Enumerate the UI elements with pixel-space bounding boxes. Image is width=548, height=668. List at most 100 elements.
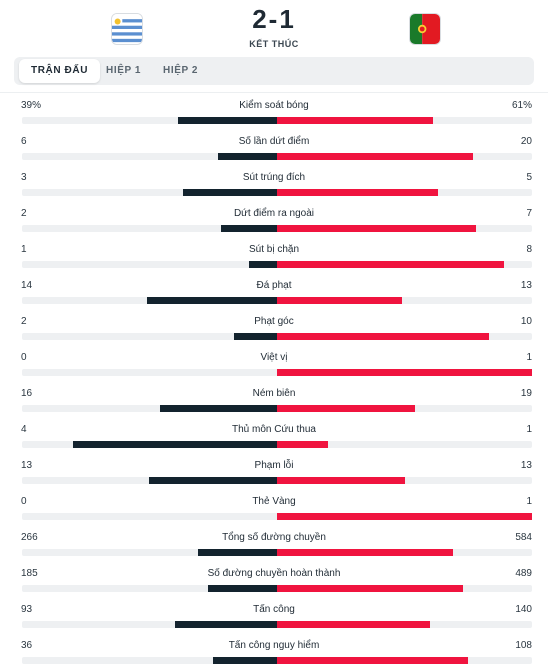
stat-label: Dứt điểm ra ngoài	[233, 208, 315, 219]
stat-away-value: 19	[520, 388, 532, 399]
stat-bar-away	[277, 225, 476, 232]
stat-row: 0 Thẻ Vàng 1	[0, 490, 548, 526]
match-score: 2-1	[252, 4, 296, 34]
stat-bar-track	[22, 657, 532, 664]
stat-home-value: 39%	[21, 100, 42, 111]
stat-bar-home	[149, 477, 277, 484]
stat-bar-away	[277, 369, 532, 376]
stat-away-value: 7	[526, 208, 532, 219]
stat-bar-home	[213, 657, 277, 664]
stat-bar-away	[277, 261, 504, 268]
stat-bar-track	[22, 585, 532, 592]
stat-bar-home	[160, 405, 277, 412]
stat-away-value: 489	[515, 568, 532, 579]
stat-row: 266 Tổng số đường chuyền 584	[0, 526, 548, 562]
stat-home-value: 3	[21, 172, 27, 183]
stat-label: Ném biên	[252, 388, 296, 399]
stat-bar-away	[277, 405, 415, 412]
stat-row: 6 Số lần dứt điểm 20	[0, 130, 548, 166]
stat-label: Phạm lỗi	[254, 460, 294, 471]
stat-row: 93 Tấn công 140	[0, 598, 548, 634]
stat-bar-away	[277, 441, 328, 448]
stat-row: 185 Số đường chuyền hoàn thành 489	[0, 562, 548, 598]
tab-second-half[interactable]: HIỆP 2	[163, 65, 199, 76]
stat-bar-track	[22, 477, 532, 484]
stat-bar-home	[178, 117, 277, 124]
stat-bar-home	[175, 621, 277, 628]
stat-row: 13 Phạm lỗi 13	[0, 454, 548, 490]
stat-bar-away	[277, 153, 473, 160]
stat-home-value: 36	[21, 640, 33, 651]
stat-away-value: 5	[526, 172, 532, 183]
stat-label: Thẻ Vàng	[252, 496, 296, 507]
stat-home-value: 13	[21, 460, 33, 471]
stat-bar-away	[277, 585, 463, 592]
stat-bar-track	[22, 189, 532, 196]
stat-bar-away	[277, 657, 468, 664]
stat-away-value: 108	[515, 640, 532, 651]
stat-row: 36 Tấn công nguy hiểm 108	[0, 634, 548, 668]
stat-bar-away	[277, 333, 489, 340]
stat-bar-away	[277, 513, 532, 520]
stat-away-value: 1	[526, 496, 532, 507]
stat-bar-track	[22, 441, 532, 448]
stat-bar-home	[208, 585, 277, 592]
stat-row: 2 Phạt góc 10	[0, 310, 548, 346]
stat-bar-away	[277, 477, 405, 484]
stat-bar-track	[22, 117, 532, 124]
stat-away-value: 13	[520, 460, 532, 471]
stat-label: Thủ môn Cứu thua	[232, 424, 316, 435]
stat-bar-track	[22, 333, 532, 340]
stat-away-value: 13	[520, 280, 532, 291]
tab-first-half[interactable]: HIỆP 1	[106, 65, 142, 76]
stat-away-value: 584	[515, 532, 532, 543]
stat-bar-track	[22, 297, 532, 304]
stat-label: Đá phạt	[256, 280, 292, 291]
stat-bar-track	[22, 621, 532, 628]
stats-list: 39% Kiểm soát bóng 61% 6 Số lần dứt điểm 20 3 S…	[0, 94, 548, 668]
stat-bar-away	[277, 117, 433, 124]
period-tabs: TRẬN ĐẤU HIỆP 1 HIỆP 2	[14, 57, 534, 85]
stat-bar-track	[22, 513, 532, 520]
stat-away-value: 61%	[511, 100, 532, 111]
stat-label: Kiểm soát bóng	[239, 100, 309, 111]
stat-row: 16 Ném biên 19	[0, 382, 548, 418]
stat-bar-home	[221, 225, 277, 232]
stat-label: Việt vị	[260, 352, 288, 363]
uruguay-flag-icon[interactable]	[111, 13, 143, 45]
stat-label: Sút trúng đích	[242, 172, 306, 183]
stat-bar-home	[198, 549, 277, 556]
portugal-flag-icon[interactable]	[409, 13, 441, 45]
stat-away-value: 20	[520, 136, 532, 147]
stat-row: 4 Thủ môn Cứu thua 1	[0, 418, 548, 454]
stat-label: Số đường chuyền hoàn thành	[207, 568, 341, 579]
stat-home-value: 6	[21, 136, 27, 147]
stat-away-value: 1	[526, 352, 532, 363]
stat-home-value: 185	[21, 568, 38, 579]
stat-label: Sút bị chặn	[248, 244, 300, 255]
match-header: 2-1 KẾT THÚC	[0, 0, 548, 56]
stat-label: Tấn công	[253, 604, 295, 615]
stat-bar-home	[73, 441, 277, 448]
stat-home-value: 2	[21, 208, 27, 219]
stat-label: Tấn công nguy hiểm	[228, 640, 320, 651]
stat-bar-track	[22, 261, 532, 268]
stat-label: Số lần dứt điểm	[238, 136, 310, 147]
stat-label: Tổng số đường chuyền	[222, 532, 326, 543]
stat-home-value: 0	[21, 352, 27, 363]
divider	[0, 92, 548, 93]
stat-bar-track	[22, 549, 532, 556]
stat-bar-away	[277, 549, 453, 556]
stat-bar-home	[218, 153, 277, 160]
stat-row: 2 Dứt điểm ra ngoài 7	[0, 202, 548, 238]
stat-bar-track	[22, 153, 532, 160]
stat-row: 3 Sút trúng đích 5	[0, 166, 548, 202]
stat-home-value: 14	[21, 280, 33, 291]
stat-away-value: 140	[515, 604, 532, 615]
stat-away-value: 1	[526, 424, 532, 435]
stat-bar-home	[234, 333, 277, 340]
stat-row: 0 Việt vị 1	[0, 346, 548, 382]
tab-match[interactable]: TRẬN ĐẤU	[19, 59, 101, 83]
stat-bar-away	[277, 189, 438, 196]
stat-bar-home	[147, 297, 277, 304]
